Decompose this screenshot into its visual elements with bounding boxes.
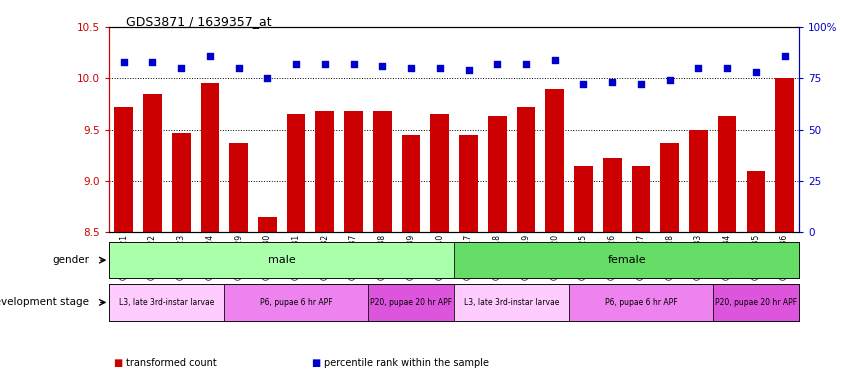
Bar — [431, 114, 449, 232]
Bar — [459, 135, 478, 232]
Bar — [109, 242, 454, 278]
Bar — [488, 116, 506, 232]
Point — [346, 61, 360, 67]
Bar — [717, 116, 737, 232]
Bar — [574, 166, 593, 232]
Point — [490, 61, 504, 67]
Bar — [258, 217, 277, 232]
Bar — [660, 143, 679, 232]
Point — [376, 63, 389, 69]
Point — [232, 65, 246, 71]
Bar — [689, 130, 708, 232]
Text: gender: gender — [52, 255, 89, 265]
Point — [663, 77, 676, 83]
Point — [318, 61, 331, 67]
Text: P20, pupae 20 hr APF: P20, pupae 20 hr APF — [370, 298, 452, 307]
Text: L3, late 3rd-instar larvae: L3, late 3rd-instar larvae — [119, 298, 214, 307]
Bar — [747, 171, 765, 232]
Bar — [315, 111, 334, 232]
Bar — [454, 242, 799, 278]
Bar — [373, 111, 392, 232]
Bar — [603, 158, 621, 232]
Point — [261, 75, 274, 81]
Text: female: female — [607, 255, 646, 265]
Point — [204, 53, 217, 59]
Bar — [516, 107, 536, 232]
Point — [462, 67, 475, 73]
Text: P6, pupae 6 hr APF: P6, pupae 6 hr APF — [605, 298, 677, 307]
Point — [117, 59, 130, 65]
Bar — [569, 284, 712, 321]
Text: L3, late 3rd-instar larvae: L3, late 3rd-instar larvae — [464, 298, 559, 307]
Bar — [287, 114, 305, 232]
Point — [548, 57, 562, 63]
Bar — [545, 89, 564, 232]
Point — [433, 65, 447, 71]
Bar — [114, 107, 133, 232]
Point — [721, 65, 734, 71]
Point — [174, 65, 188, 71]
Point — [606, 79, 619, 85]
Bar — [632, 166, 650, 232]
Text: percentile rank within the sample: percentile rank within the sample — [324, 358, 489, 368]
Text: P20, pupae 20 hr APF: P20, pupae 20 hr APF — [715, 298, 797, 307]
Text: development stage: development stage — [0, 297, 89, 308]
Point — [749, 69, 763, 75]
Bar — [402, 135, 420, 232]
Text: ■: ■ — [114, 358, 123, 368]
Point — [691, 65, 705, 71]
Bar — [109, 284, 225, 321]
Bar — [775, 78, 794, 232]
Bar — [225, 284, 368, 321]
Point — [778, 53, 791, 59]
Point — [519, 61, 532, 67]
Text: ■: ■ — [311, 358, 320, 368]
Text: male: male — [268, 255, 295, 265]
Text: GDS3871 / 1639357_at: GDS3871 / 1639357_at — [126, 15, 272, 28]
Bar — [344, 111, 363, 232]
Text: P6, pupae 6 hr APF: P6, pupae 6 hr APF — [260, 298, 332, 307]
Point — [634, 81, 648, 88]
Point — [145, 59, 159, 65]
Text: transformed count: transformed count — [126, 358, 217, 368]
Point — [405, 65, 418, 71]
Bar — [712, 284, 799, 321]
Point — [289, 61, 303, 67]
Point — [577, 81, 590, 88]
Bar — [368, 284, 454, 321]
Bar — [454, 284, 569, 321]
Bar — [230, 143, 248, 232]
Bar — [200, 83, 220, 232]
Bar — [143, 94, 161, 232]
Bar — [172, 133, 191, 232]
